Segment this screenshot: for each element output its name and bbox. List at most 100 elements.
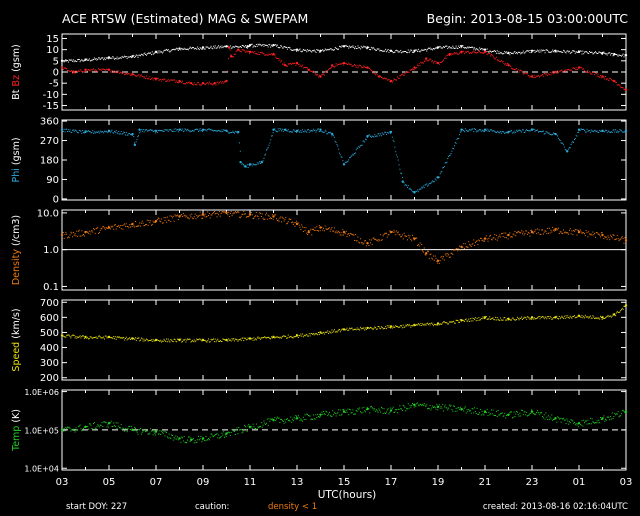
data-point (511, 319, 513, 321)
data-point (217, 437, 219, 439)
data-point (155, 132, 157, 134)
data-point (313, 229, 315, 231)
data-point (343, 234, 345, 236)
data-point (107, 56, 111, 59)
data-point (339, 331, 341, 333)
data-point (326, 72, 328, 74)
y-tick-label: -5 (49, 79, 59, 90)
data-point (93, 131, 95, 133)
data-point (113, 422, 115, 424)
data-point (404, 184, 406, 186)
data-point (167, 130, 169, 132)
data-point (284, 64, 286, 66)
data-point (224, 46, 226, 48)
data-point (353, 65, 355, 67)
data-point (159, 50, 161, 52)
data-point (577, 230, 581, 234)
data-point (73, 234, 75, 236)
data-point (417, 404, 419, 406)
data-point (448, 155, 450, 157)
data-point (599, 422, 601, 424)
data-point (352, 409, 354, 411)
data-point (235, 429, 237, 431)
data-point (487, 415, 489, 417)
data-point (334, 231, 336, 233)
data-point (556, 51, 558, 53)
data-point (589, 72, 591, 74)
data-point (452, 253, 454, 255)
data-point (560, 317, 562, 319)
data-point (370, 327, 372, 329)
data-point (353, 413, 355, 415)
data-point (380, 328, 382, 330)
data-point (148, 220, 150, 222)
data-point (77, 235, 79, 237)
data-point (251, 337, 253, 339)
data-point (66, 68, 68, 70)
data-point (462, 408, 464, 410)
data-point (322, 229, 324, 231)
data-point (194, 341, 196, 343)
data-point (222, 338, 224, 340)
data-point (488, 237, 490, 239)
data-point (151, 223, 153, 225)
data-point (482, 239, 484, 241)
data-point (143, 53, 145, 55)
data-point (270, 135, 272, 137)
data-point (72, 129, 74, 131)
data-point (341, 234, 343, 236)
data-point (395, 234, 397, 236)
data-point (505, 131, 507, 133)
data-point (601, 419, 603, 421)
data-point (346, 161, 348, 163)
data-point (436, 259, 440, 262)
data-point (317, 230, 319, 232)
data-point (532, 76, 534, 78)
data-point (574, 69, 576, 71)
data-point (217, 130, 219, 132)
data-point (349, 408, 351, 410)
data-point (134, 56, 136, 58)
data-point (339, 409, 341, 411)
data-point (615, 414, 617, 416)
data-point (439, 260, 441, 262)
data-point (260, 426, 262, 428)
data-point (244, 337, 246, 339)
data-point (552, 418, 554, 420)
data-point (272, 53, 274, 55)
data-point (64, 430, 66, 432)
data-point (154, 430, 158, 433)
data-point (402, 51, 404, 53)
data-point (276, 418, 278, 420)
data-point (167, 338, 169, 340)
data-point (322, 49, 324, 51)
data-point (143, 429, 145, 431)
data-point (568, 421, 570, 423)
data-point (475, 413, 477, 415)
data-point (384, 412, 386, 414)
data-point (175, 215, 177, 217)
data-point (68, 237, 70, 239)
data-point (349, 235, 351, 237)
data-point (433, 323, 435, 325)
data-point (458, 408, 460, 410)
data-point (421, 186, 423, 188)
data-point (500, 61, 502, 63)
data-point (125, 336, 127, 338)
data-point (248, 43, 252, 47)
data-point (84, 130, 86, 132)
data-point (139, 54, 141, 56)
data-point (119, 427, 121, 429)
data-point (535, 318, 537, 320)
data-point (524, 411, 526, 413)
data-point (324, 71, 326, 73)
data-point (360, 412, 362, 414)
data-point (408, 71, 410, 73)
data-point (135, 427, 137, 429)
data-point (590, 129, 592, 131)
data-point (363, 65, 365, 67)
data-point (136, 431, 138, 433)
data-point (198, 439, 200, 441)
data-point (176, 214, 178, 216)
data-point (160, 51, 162, 53)
